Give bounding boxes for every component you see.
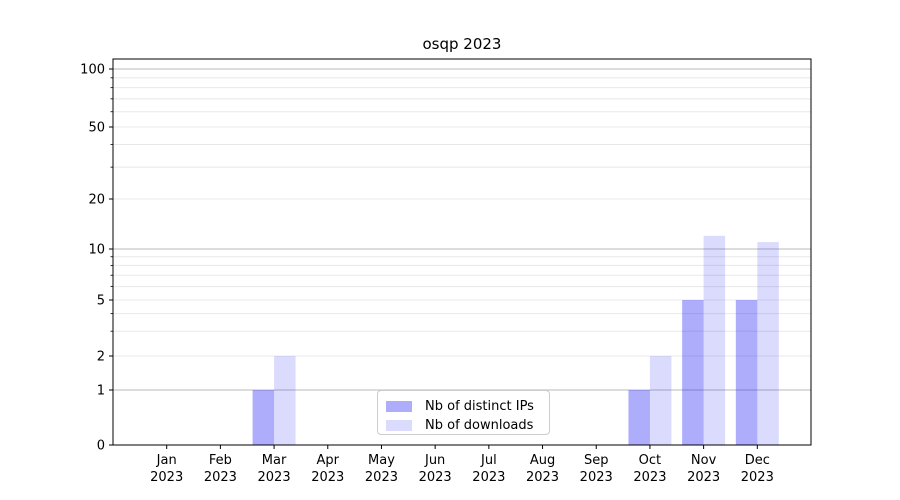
x-tick-label-dec: Dec bbox=[745, 453, 770, 468]
y-tick-label-20: 20 bbox=[88, 193, 105, 208]
legend-label-distinct-ips: Nb of distinct IPs bbox=[425, 398, 534, 414]
y-tick-label-10: 10 bbox=[88, 243, 105, 258]
y-tick-label-100: 100 bbox=[80, 63, 105, 78]
x-tick-label-year-mar: 2023 bbox=[258, 470, 291, 485]
legend-label-downloads: Nb of downloads bbox=[425, 417, 534, 433]
bar-nb-of-distinct-ips-oct-2023 bbox=[628, 390, 650, 445]
x-tick-label-year-jun: 2023 bbox=[419, 470, 452, 485]
legend-swatch-distinct-ips bbox=[386, 400, 412, 412]
bar-nb-of-distinct-ips-mar-2023 bbox=[252, 390, 275, 445]
x-tick-label-jan: Jan bbox=[156, 453, 177, 468]
y-tick-label-0: 0 bbox=[97, 439, 105, 454]
x-tick-label-year-apr: 2023 bbox=[311, 470, 344, 485]
x-tick-label-year-jan: 2023 bbox=[150, 470, 183, 485]
bar-nb-of-distinct-ips-nov-2023 bbox=[682, 300, 704, 445]
x-tick-label-year-feb: 2023 bbox=[204, 470, 237, 485]
y-tick-label-2: 2 bbox=[97, 350, 105, 365]
x-tick-label-jul: Jul bbox=[480, 453, 497, 468]
x-tick-label-year-jul: 2023 bbox=[472, 470, 505, 485]
legend-item-downloads: Nb of downloads bbox=[378, 416, 549, 434]
bar-nb-of-downloads-oct-2023 bbox=[649, 356, 672, 445]
x-tick-label-may: May bbox=[368, 453, 395, 468]
bar-nb-of-downloads-dec-2023 bbox=[757, 242, 779, 445]
x-tick-label-feb: Feb bbox=[209, 453, 232, 468]
axes-spines bbox=[112, 58, 812, 446]
y-tick-label-5: 5 bbox=[97, 294, 105, 309]
x-tick-label-year-sep: 2023 bbox=[580, 470, 613, 485]
y-tick-label-1: 1 bbox=[97, 384, 105, 399]
legend-swatch-downloads bbox=[386, 419, 412, 431]
x-tick-label-apr: Apr bbox=[317, 453, 340, 468]
x-tick-label-jun: Jun bbox=[424, 453, 445, 468]
x-tick-label-nov: Nov bbox=[691, 453, 717, 468]
legend: Nb of distinct IPs Nb of downloads bbox=[377, 390, 550, 435]
bar-nb-of-downloads-mar-2023 bbox=[274, 356, 296, 445]
bar-nb-of-distinct-ips-dec-2023 bbox=[735, 300, 758, 445]
bar-nb-of-downloads-nov-2023 bbox=[703, 235, 726, 445]
y-tick-label-50: 50 bbox=[88, 121, 105, 136]
x-tick-label-aug: Aug bbox=[530, 453, 555, 468]
x-tick-label-oct: Oct bbox=[639, 453, 661, 468]
x-tick-label-year-dec: 2023 bbox=[741, 470, 774, 485]
x-tick-label-year-oct: 2023 bbox=[633, 470, 666, 485]
x-tick-label-year-aug: 2023 bbox=[526, 470, 559, 485]
x-tick-label-year-nov: 2023 bbox=[687, 470, 720, 485]
x-tick-label-year-may: 2023 bbox=[365, 470, 398, 485]
chart-title: osqp 2023 bbox=[422, 35, 502, 53]
legend-item-distinct-ips: Nb of distinct IPs bbox=[378, 397, 549, 415]
x-tick-label-mar: Mar bbox=[262, 453, 287, 468]
x-tick-label-sep: Sep bbox=[584, 453, 609, 468]
